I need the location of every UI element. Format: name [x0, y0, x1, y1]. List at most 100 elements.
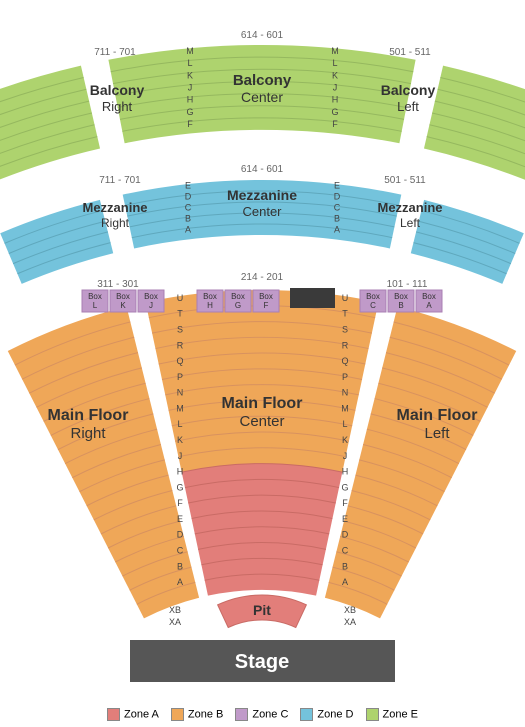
row-letter: A [342, 577, 348, 587]
legend-swatch [171, 708, 184, 721]
svg-text:M: M [186, 46, 194, 56]
row-letter: D [342, 530, 349, 540]
row-letter: K [177, 435, 183, 445]
svg-text:G: G [186, 107, 193, 117]
row-letter: D [177, 530, 184, 540]
row-letter: F [342, 498, 348, 508]
svg-text:Right: Right [102, 99, 133, 114]
pit-row-label: XA [169, 617, 181, 627]
svg-text:614 - 601: 614 - 601 [241, 164, 284, 175]
pit-row-label: XA [344, 617, 356, 627]
svg-text:B: B [334, 214, 340, 224]
svg-text:Mezzanine: Mezzanine [82, 200, 147, 215]
box-label: A [426, 301, 432, 310]
row-letter: P [177, 372, 183, 382]
svg-text:E: E [185, 181, 191, 191]
svg-text:D: D [334, 192, 341, 202]
row-letter: Q [176, 356, 183, 366]
box-label: H [207, 301, 213, 310]
row-letter: T [342, 309, 348, 319]
row-letter: M [341, 403, 349, 413]
svg-text:Balcony: Balcony [233, 72, 292, 89]
svg-text:B: B [185, 214, 191, 224]
row-letter: R [342, 340, 349, 350]
svg-text:Left: Left [400, 216, 421, 230]
box-label: Box [231, 292, 245, 301]
seat-range-left: 101 - 111 [387, 279, 428, 290]
svg-text:711 - 701: 711 - 701 [94, 47, 136, 58]
row-letter: A [177, 577, 183, 587]
main-floor-left-sub: Left [424, 425, 450, 442]
row-letter: U [342, 293, 349, 303]
box-label: F [264, 301, 269, 310]
row-letter: E [177, 514, 183, 524]
legend-item: Zone B [171, 708, 223, 721]
svg-text:C: C [185, 203, 192, 213]
legend-swatch [366, 708, 379, 721]
row-letter: U [177, 293, 184, 303]
svg-text:M: M [331, 46, 339, 56]
row-letter: Q [341, 356, 348, 366]
box-label: Box [422, 292, 436, 301]
legend-label: Zone D [317, 708, 353, 720]
legend-label: Zone B [188, 708, 223, 720]
box-label: Box [259, 292, 273, 301]
box-label: Box [394, 292, 408, 301]
row-letter: H [177, 467, 184, 477]
row-letter: J [178, 451, 183, 461]
svg-text:L: L [187, 58, 192, 68]
svg-text:614 - 601: 614 - 601 [241, 30, 284, 41]
seat-range-center: 214 - 201 [241, 272, 284, 283]
svg-text:A: A [334, 225, 340, 235]
main-floor-right-title: Main Floor [48, 407, 129, 424]
svg-text:E: E [334, 181, 340, 191]
svg-text:501 - 511: 501 - 511 [389, 47, 431, 58]
svg-text:H: H [187, 95, 194, 105]
row-letter: R [177, 340, 184, 350]
legend-item: Zone A [107, 708, 159, 721]
box-label: Box [116, 292, 130, 301]
svg-text:L: L [332, 58, 337, 68]
svg-text:Mezzanine: Mezzanine [377, 200, 442, 215]
svg-text:C: C [334, 203, 341, 213]
legend-label: Zone A [124, 708, 159, 720]
svg-text:J: J [333, 83, 338, 93]
box-label: B [398, 301, 403, 310]
main-floor-left-title: Main Floor [397, 407, 478, 424]
row-letter: L [177, 419, 182, 429]
svg-text:501 - 511: 501 - 511 [384, 175, 426, 186]
row-letter: B [177, 561, 183, 571]
row-letter: J [343, 451, 348, 461]
row-letter: C [177, 546, 184, 556]
svg-text:Right: Right [101, 216, 130, 230]
row-letter: S [177, 324, 183, 334]
svg-text:Balcony: Balcony [381, 82, 436, 98]
row-letter: T [177, 309, 183, 319]
svg-text:G: G [331, 107, 338, 117]
box-label: L [93, 301, 98, 310]
legend-item: Zone C [235, 708, 288, 721]
pit-label: Pit [253, 602, 271, 618]
row-letter: L [342, 419, 347, 429]
box-label: C [370, 301, 376, 310]
row-letter: S [342, 324, 348, 334]
svg-text:H: H [332, 95, 339, 105]
box-label: Box [88, 292, 102, 301]
box-label: Box [366, 292, 380, 301]
row-letter: G [176, 482, 183, 492]
row-letter: G [341, 482, 348, 492]
row-letter: P [342, 372, 348, 382]
legend-label: Zone E [383, 708, 418, 720]
box-label: K [120, 301, 126, 310]
svg-text:Center: Center [241, 89, 283, 105]
svg-text:711 - 701: 711 - 701 [99, 175, 141, 186]
row-letter: B [342, 561, 348, 571]
svg-text:J: J [188, 83, 193, 93]
zone-legend: Zone A Zone B Zone C Zone D Zone E [0, 708, 525, 721]
row-letter: H [342, 467, 349, 477]
row-letter: F [177, 498, 183, 508]
seat-range-right: 311 - 301 [97, 279, 139, 290]
row-letter: K [342, 435, 348, 445]
legend-label: Zone C [252, 708, 288, 720]
mezz-center-sub: Center [242, 204, 282, 219]
